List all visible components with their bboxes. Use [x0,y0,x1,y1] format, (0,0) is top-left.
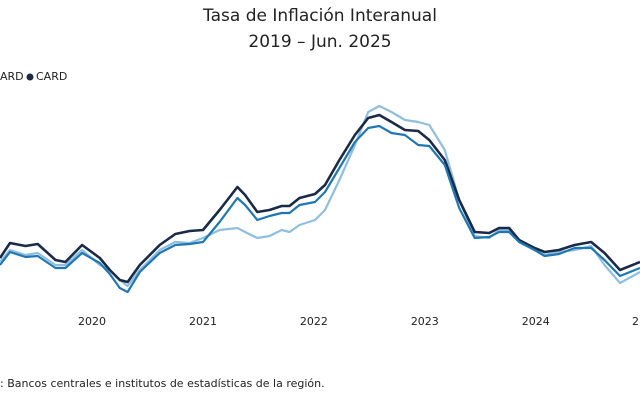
x-tick-label: 2 [632,315,639,328]
x-tick-label: 2024 [522,315,550,328]
x-tick-label: 2021 [189,315,217,328]
source-note: : Bancos centrales e institutos de estad… [0,377,325,390]
series-line [0,124,640,294]
chart-title: Tasa de Inflación Interanual [202,6,437,26]
legend-label: CARD [36,70,67,83]
chart-subtitle: 2019 – Jun. 2025 [248,32,391,52]
x-tick-label: 2020 [78,315,106,328]
series-line [0,113,640,284]
x-tick-label: 2022 [300,315,328,328]
legend-marker [26,73,34,81]
x-tick-label: 2023 [411,315,439,328]
legend-label: ARD [0,70,24,83]
